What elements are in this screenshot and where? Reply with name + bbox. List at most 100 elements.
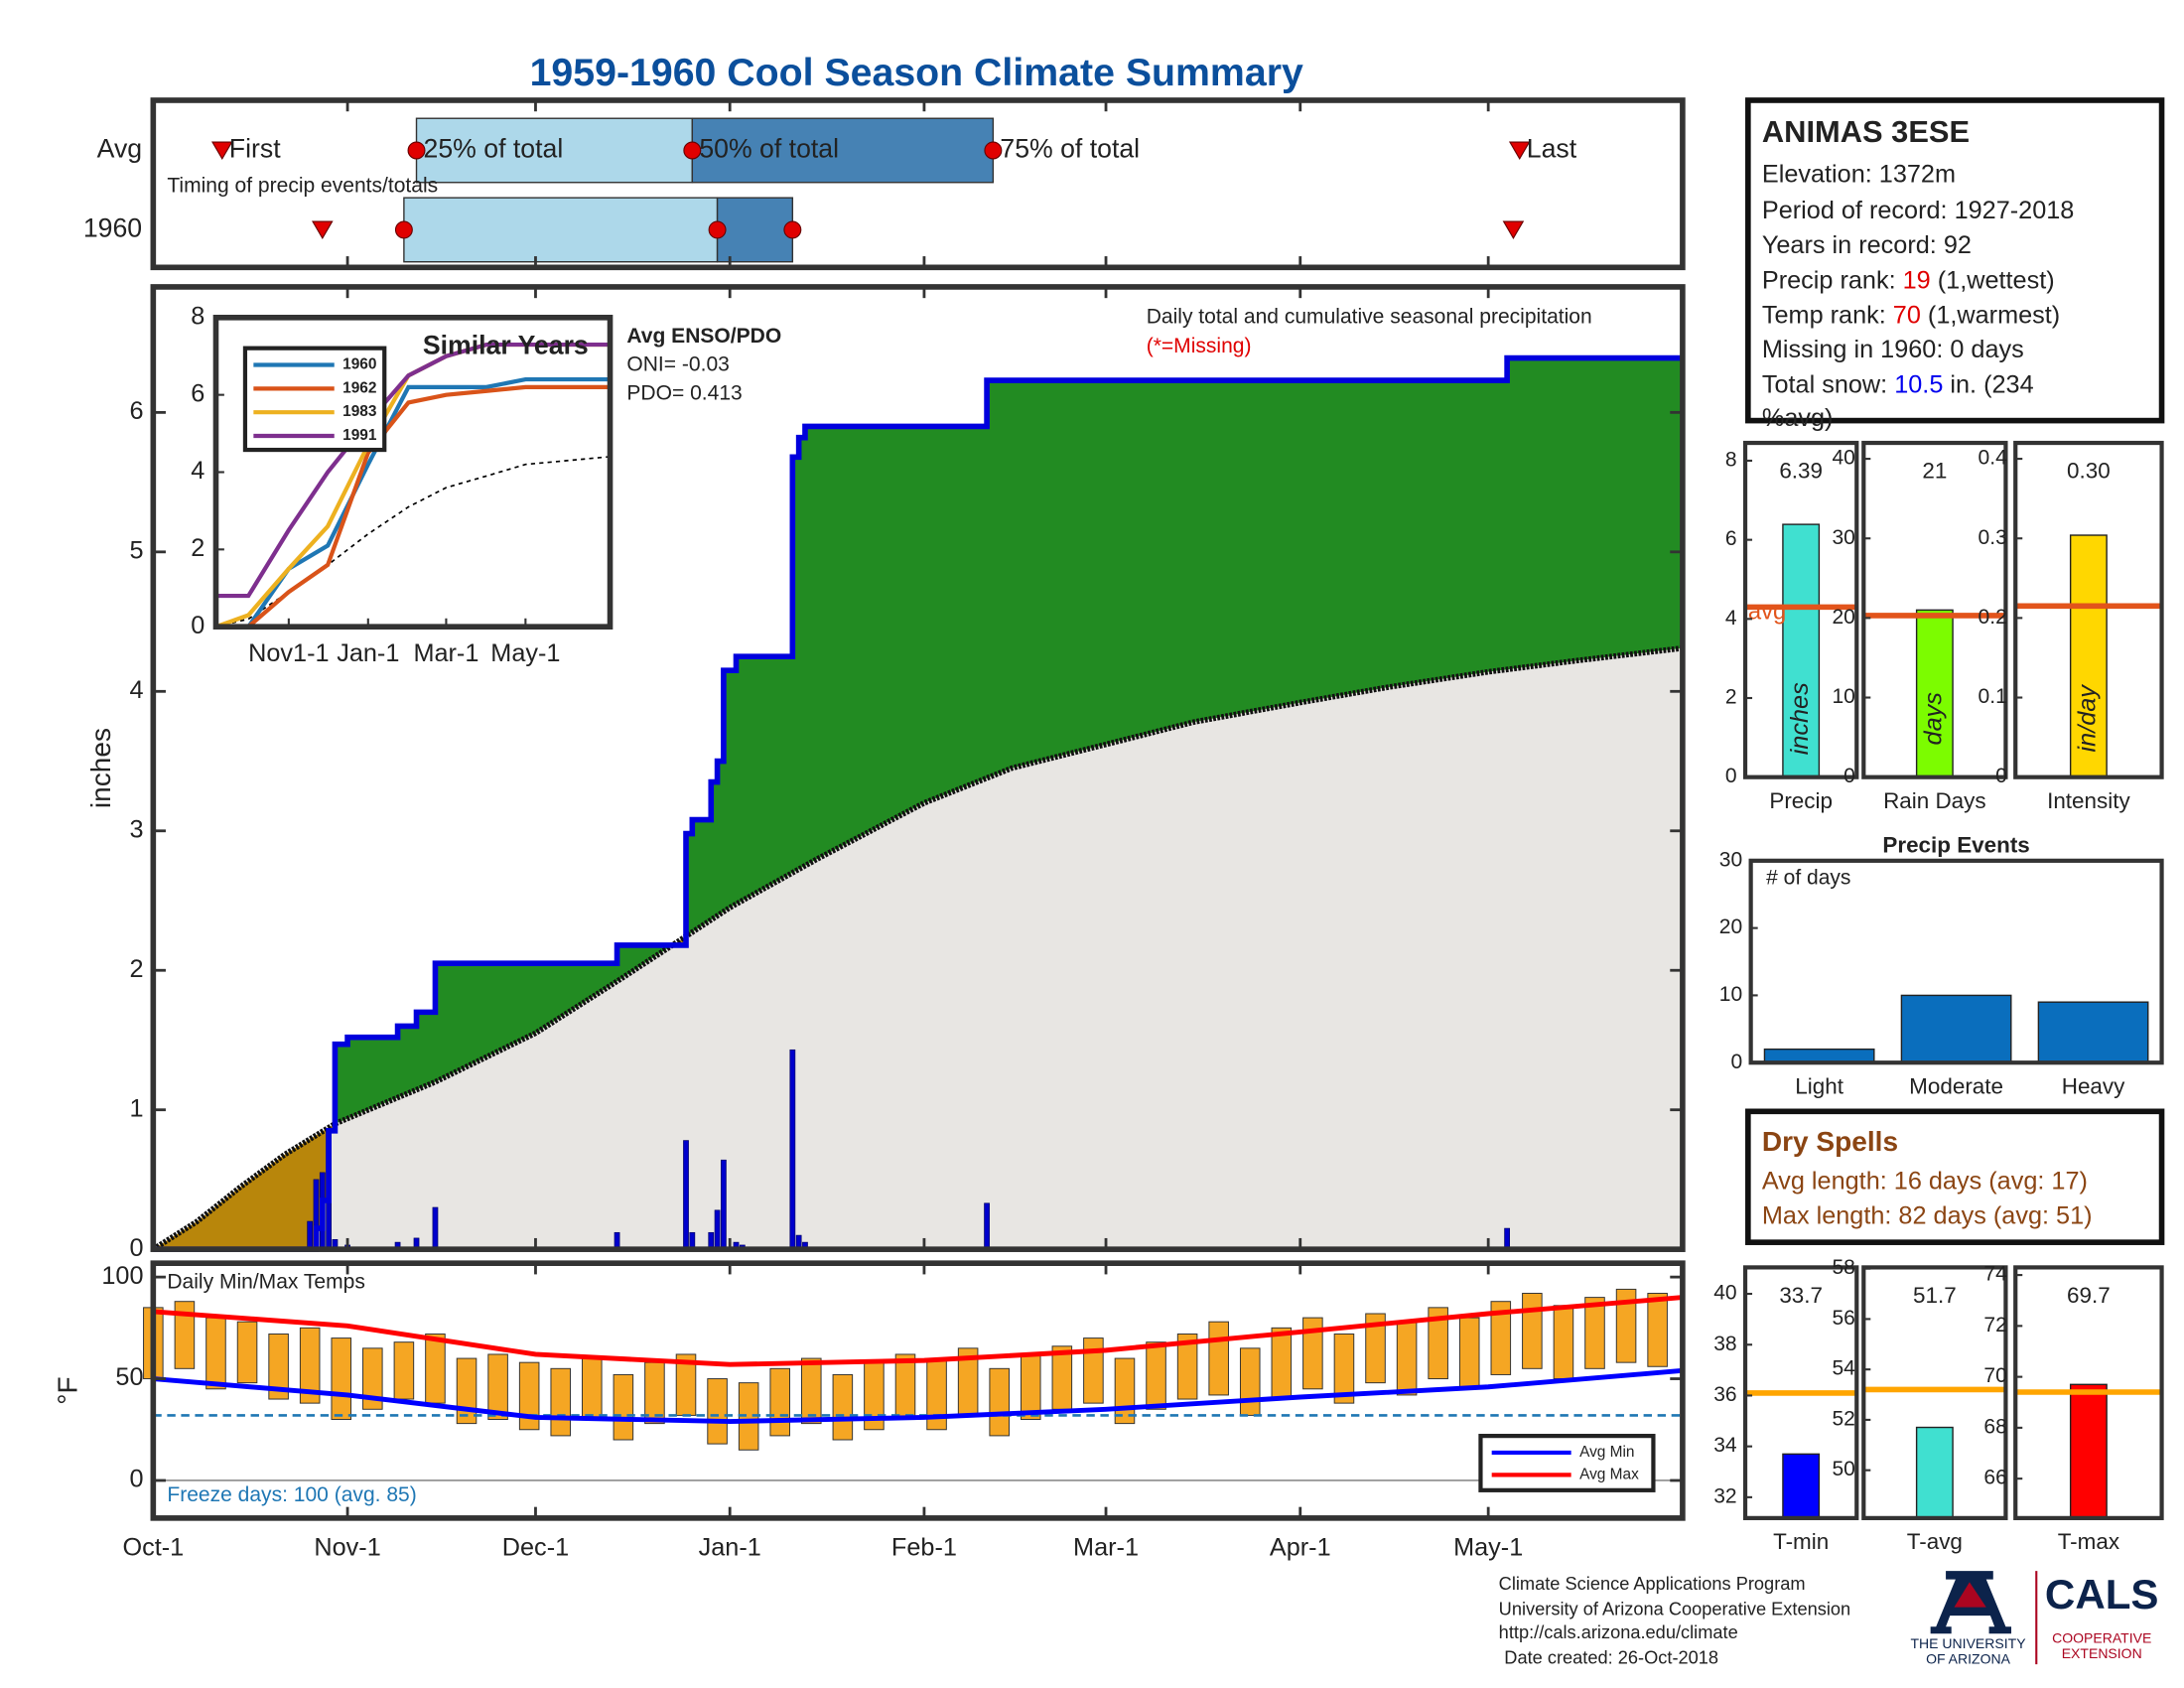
- plot-frame: [2013, 440, 2164, 779]
- temp-range-bar: [1522, 1293, 1543, 1369]
- footer-line: http://cals.arizona.edu/climate: [1499, 1621, 1738, 1642]
- y-tick-label: 0: [129, 1234, 143, 1262]
- label: Total snow:: [1762, 370, 1887, 398]
- quartile-box: [716, 197, 794, 263]
- x-tick-label: Jan-1: [337, 639, 399, 667]
- bar: [1782, 523, 1821, 778]
- plot-frame: [1861, 440, 2008, 779]
- marker-label: 75% of total: [1000, 134, 1140, 164]
- legend-box: [1478, 1434, 1656, 1492]
- y-tick-label: 54: [1832, 1357, 1855, 1380]
- rank: 70: [1893, 301, 1921, 329]
- footer-line: Climate Science Applications Program: [1499, 1573, 1806, 1594]
- marker-label: Last: [1527, 134, 1577, 164]
- inset-title: Similar Years: [423, 330, 589, 359]
- bar: [2037, 1001, 2149, 1063]
- x-tick-label: Mar-1: [413, 639, 478, 667]
- temp-range-bar: [1208, 1321, 1229, 1396]
- y-tick-label: 1: [129, 1094, 143, 1122]
- legend-label: 1962: [342, 379, 376, 396]
- y-tick-label: 3: [129, 815, 143, 843]
- temp-range-bar: [268, 1333, 289, 1400]
- marker-label: 50% of total: [699, 134, 839, 164]
- dry-spells-max: Max length: 82 days (avg: 51): [1762, 1202, 2093, 1230]
- total-snow: Total snow: 10.5 in. (234: [1762, 370, 2034, 398]
- plot-frame: [150, 1260, 1686, 1521]
- temp-range-bar: [456, 1357, 478, 1425]
- panel-title: Daily Min/Max Temps: [167, 1270, 364, 1293]
- y-axis-label: °F: [53, 1376, 83, 1404]
- temp-range-bar: [1365, 1313, 1386, 1384]
- x-tick-label: May-1: [490, 639, 560, 667]
- temp-range-bar: [613, 1373, 634, 1441]
- y-tick-label: 72: [1983, 1314, 2006, 1336]
- x-tick-label: Nov-1: [314, 1533, 380, 1561]
- average-temp-line: [153, 1295, 1684, 1367]
- temp-range-bar: [236, 1321, 258, 1384]
- y-tick-label: 40: [1832, 447, 1854, 470]
- enso-text: ONI= -0.03: [626, 353, 729, 376]
- y-tick-label: 34: [1713, 1434, 1737, 1457]
- bar: [1915, 609, 1954, 778]
- x-tick-label: Light: [1795, 1073, 1843, 1098]
- annotation: (*=Missing): [1147, 335, 1252, 357]
- average-line: [215, 456, 611, 629]
- temp-range-bar: [769, 1367, 790, 1437]
- bar: [1900, 994, 2012, 1063]
- plot-frame: [1748, 858, 2164, 1065]
- common-fill: [153, 647, 1683, 1250]
- x-tick-label: Oct-1: [122, 1533, 184, 1561]
- y-tick-label: 8: [191, 302, 205, 330]
- station-period: Period of record: 1927-2018: [1762, 197, 2074, 224]
- x-tick-label: Apr-1: [1270, 1533, 1331, 1561]
- y-tick-label: 40: [1713, 1282, 1736, 1305]
- snow: 10.5: [1894, 370, 1943, 398]
- x-tick-label: Jan-1: [699, 1533, 761, 1561]
- y-tick-label: 66: [1983, 1467, 2006, 1489]
- temp-range-bar: [707, 1378, 728, 1445]
- enso-text: Avg ENSO/PDO: [626, 325, 781, 348]
- station-box: [1745, 97, 2165, 424]
- daily-precip-bar: [789, 1049, 796, 1250]
- page-title: 1959-1960 Cool Season Climate Summary: [530, 51, 1303, 94]
- legend-label: 1960: [342, 356, 376, 373]
- y-tick-label: 20: [1719, 915, 1742, 938]
- temp-range-bar: [205, 1317, 226, 1390]
- plot-frame: [150, 97, 1686, 271]
- y-tick-label: 30: [1719, 848, 1742, 871]
- station-elevation: Elevation: 1372m: [1762, 160, 1956, 188]
- temp-range-bar: [1020, 1353, 1041, 1421]
- y-tick-label: 52: [1832, 1407, 1854, 1430]
- temp-range-bar: [518, 1361, 540, 1431]
- y-tick-label: 4: [129, 676, 143, 704]
- y-tick-label: 4: [1725, 607, 1737, 630]
- x-tick-label: Dec-1: [502, 1533, 569, 1561]
- event-marker: [1508, 141, 1531, 161]
- temp-range-bar: [362, 1347, 383, 1410]
- plot-frame: [212, 314, 614, 630]
- row-label: 1960: [83, 212, 142, 242]
- unit-label: inches: [1786, 682, 1814, 755]
- freeze-text: Freeze days: 100 (avg. 85): [167, 1483, 416, 1506]
- bar: [1782, 1453, 1821, 1519]
- label: Temp rank:: [1762, 301, 1886, 329]
- y-tick-label: 2: [1725, 686, 1737, 709]
- x-axis-label: T-avg: [1907, 1529, 1963, 1554]
- y-tick-label: 4: [191, 457, 205, 485]
- rank: 19: [1903, 266, 1931, 294]
- event-marker: [1502, 220, 1525, 239]
- y-tick-label: 2: [129, 955, 143, 983]
- x-tick-label: Mar-1: [1073, 1533, 1139, 1561]
- event-marker: [210, 141, 233, 161]
- daily-precip-bar: [307, 1220, 314, 1250]
- logo-text: EXTENSION: [2062, 1645, 2142, 1661]
- temp-range-bar: [1114, 1357, 1136, 1425]
- legend-label: 1991: [342, 427, 377, 444]
- temp-range-bar: [331, 1337, 352, 1421]
- daily-precip-bar: [714, 1209, 721, 1250]
- y-tick-label: 5: [129, 537, 143, 565]
- temp-range-bar: [832, 1373, 854, 1441]
- temp-range-bar: [299, 1327, 321, 1404]
- y-tick-label: 6: [191, 379, 205, 407]
